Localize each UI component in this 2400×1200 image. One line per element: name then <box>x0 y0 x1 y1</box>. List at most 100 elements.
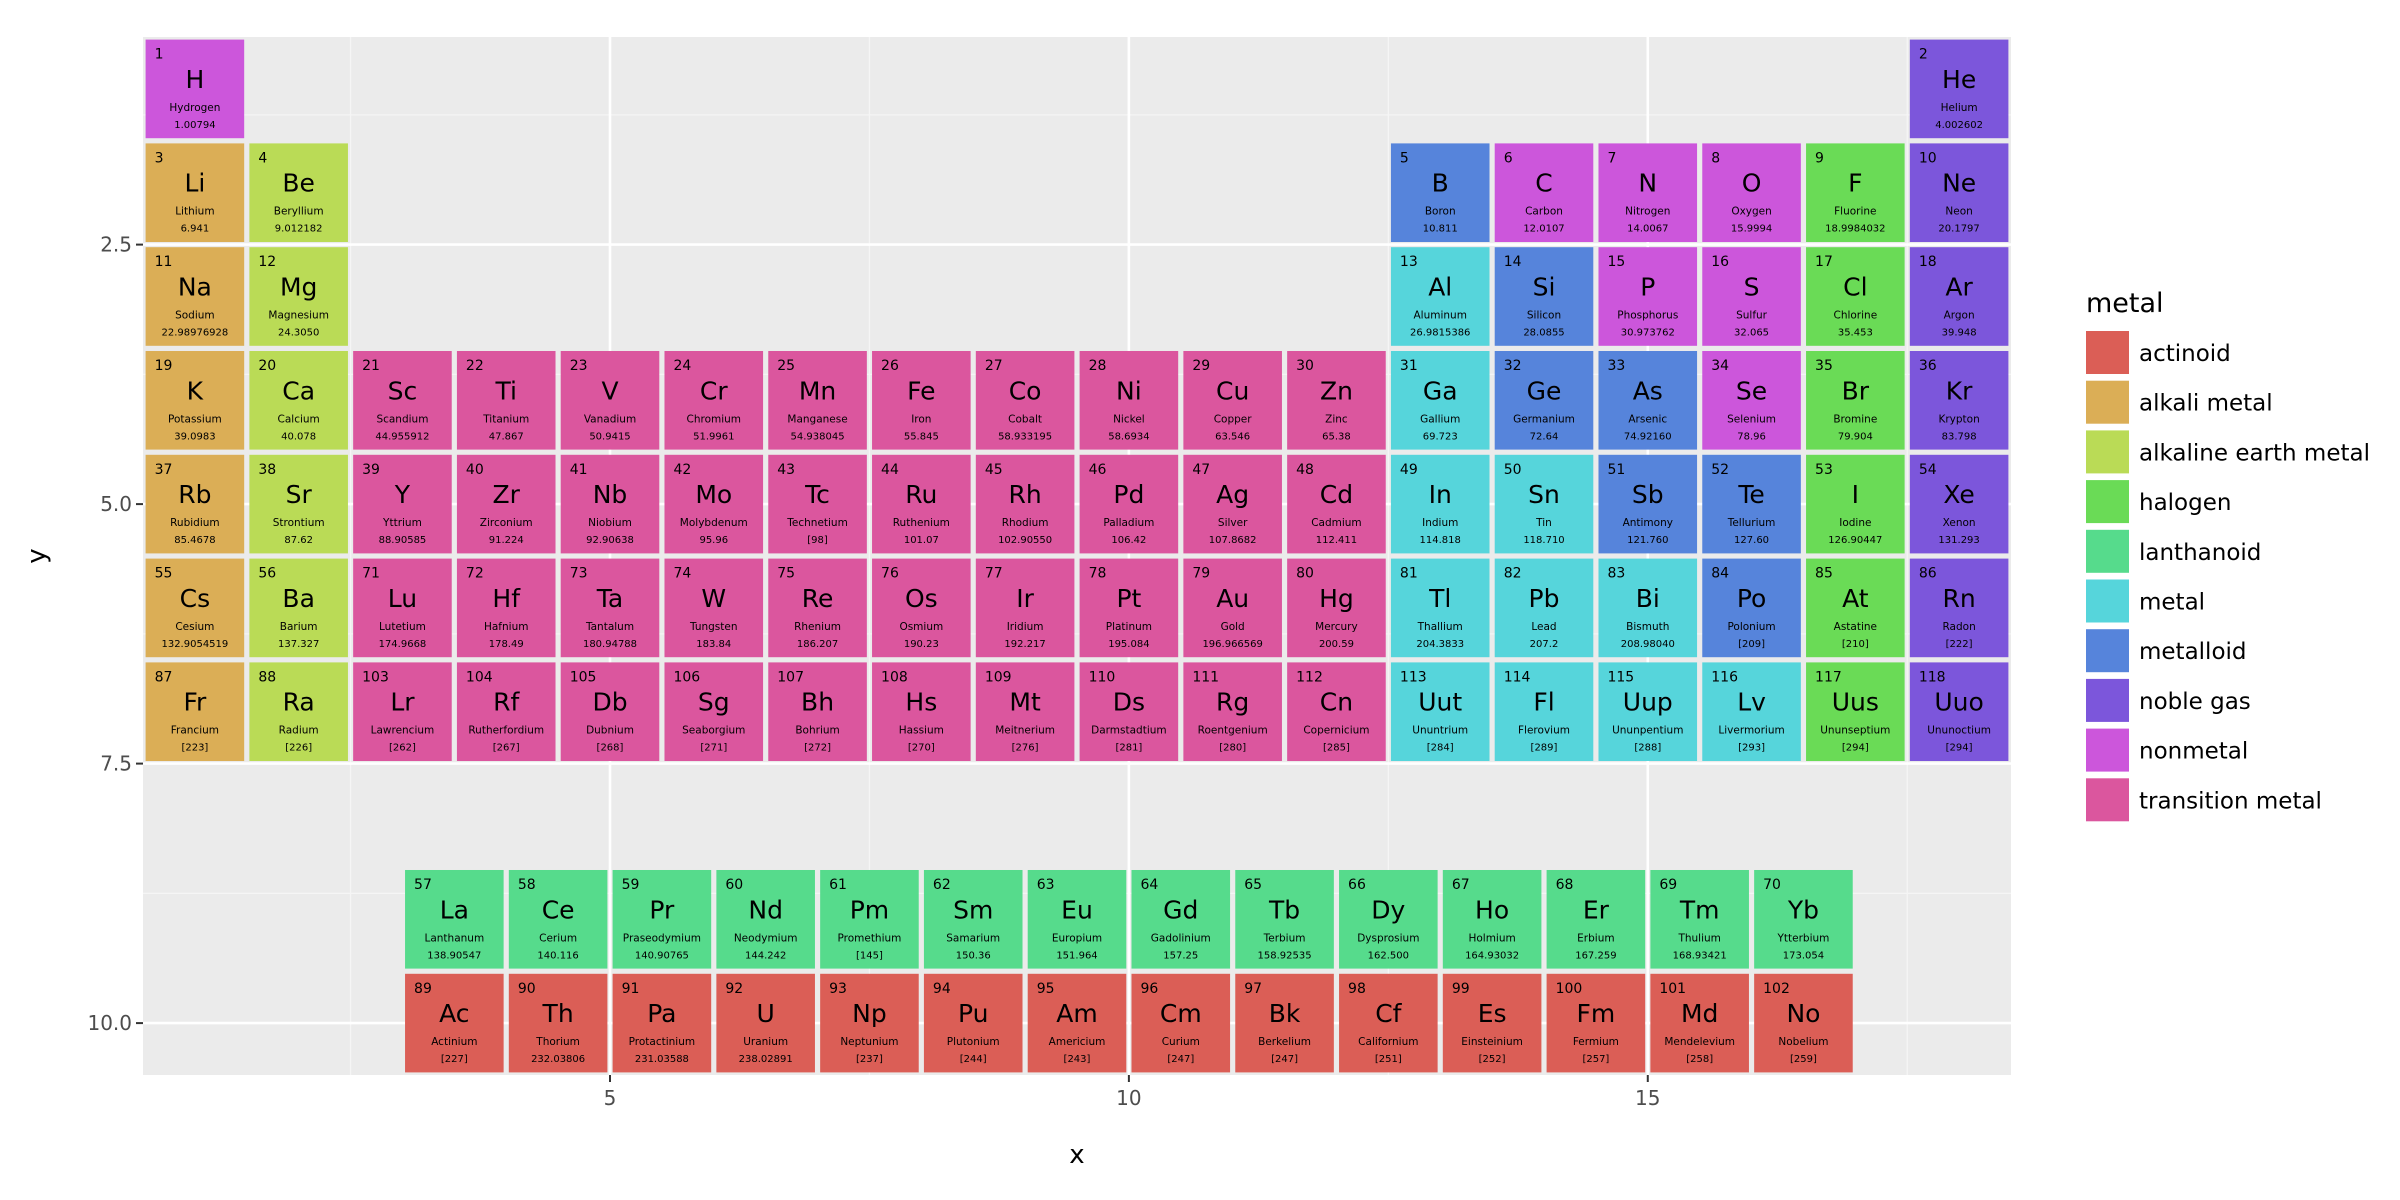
element-number: 56 <box>258 566 276 582</box>
element-tile-rect <box>1598 350 1698 450</box>
element-tile: 71 Lu Lutetium 174.9668 <box>353 558 452 658</box>
element-symbol: Bi <box>1636 584 1660 613</box>
element-name: Ununoctium <box>1927 725 1991 737</box>
element-symbol: Pd <box>1113 480 1144 509</box>
element-tile-rect <box>1598 143 1698 243</box>
element-mass: [293] <box>1738 743 1765 754</box>
element-name: Fluorine <box>1834 206 1876 218</box>
element-number: 34 <box>1711 358 1729 374</box>
element-symbol: Md <box>1681 999 1718 1028</box>
element-tile: 74 W Tungsten 183.84 <box>664 558 764 658</box>
element-symbol: Os <box>905 584 938 613</box>
element-number: 33 <box>1607 358 1625 374</box>
element-name: Argon <box>1944 310 1975 322</box>
element-name: Ununpentium <box>1612 725 1683 737</box>
element-mass: 204.3833 <box>1416 639 1464 650</box>
element-symbol: Rb <box>178 480 211 509</box>
element-tile: 75 Re Rhenium 186.207 <box>768 558 867 658</box>
element-number: 82 <box>1504 566 1522 582</box>
element-mass: [98] <box>807 535 828 546</box>
element-mass: 127.60 <box>1734 535 1769 546</box>
element-number: 51 <box>1607 462 1625 478</box>
element-tile: 107 Bh Bohrium [272] <box>768 662 867 762</box>
element-tile: 102 No Nobelium [259] <box>1754 973 1853 1073</box>
element-tile-rect <box>768 350 867 450</box>
element-mass: 131.293 <box>1938 535 1979 546</box>
element-symbol: Re <box>802 584 834 613</box>
element-symbol: Yb <box>1787 895 1819 924</box>
element-number: 90 <box>518 981 536 997</box>
element-tile-rect <box>1131 973 1231 1073</box>
element-tile: 18 Ar Argon 39.948 <box>1909 247 2009 346</box>
element-tile: 26 Fe Iron 55.845 <box>872 350 971 450</box>
element-tile-rect <box>249 454 348 554</box>
element-symbol: C <box>1535 169 1552 198</box>
element-number: 31 <box>1400 358 1418 374</box>
legend-label: nonmetal <box>2139 739 2248 765</box>
element-tile-rect <box>249 350 348 450</box>
element-tile: 48 Cd Cadmium 112.411 <box>1287 454 1386 554</box>
element-name: Manganese <box>787 413 847 425</box>
element-number: 37 <box>155 462 173 478</box>
element-tile: 117 Uus Ununseptium [294] <box>1806 662 1905 762</box>
element-mass: 32.065 <box>1734 328 1769 339</box>
element-tile-rect <box>1494 558 1594 658</box>
element-name: Plutonium <box>947 1036 1000 1048</box>
element-symbol: Bh <box>801 688 834 717</box>
element-symbol: Uup <box>1623 688 1673 717</box>
element-tile-rect <box>1079 662 1179 762</box>
element-symbol: Br <box>1842 376 1870 405</box>
element-tile: 88 Ra Radium [226] <box>249 662 348 762</box>
element-tile: 53 I Iodine 126.90447 <box>1806 454 1905 554</box>
element-mass: [258] <box>1686 1054 1713 1065</box>
element-tile: 11 Na Sodium 22.98976928 <box>145 247 245 346</box>
element-tile: 110 Ds Darmstadtium [281] <box>1079 662 1179 762</box>
element-name: Gold <box>1221 621 1245 633</box>
element-mass: 162.500 <box>1368 950 1409 961</box>
element-tile-rect <box>872 662 971 762</box>
legend-label: metalloid <box>2139 639 2247 665</box>
element-tile: 84 Po Polonium [209] <box>1702 558 1801 658</box>
element-number: 18 <box>1919 254 1937 270</box>
element-symbol: Se <box>1736 376 1767 405</box>
element-symbol: Sc <box>388 376 418 405</box>
element-tile-rect <box>1598 558 1698 658</box>
element-number: 48 <box>1296 462 1314 478</box>
element-mass: 14.0067 <box>1627 224 1668 235</box>
element-tile-rect <box>872 558 971 658</box>
element-tile: 31 Ga Gallium 69.723 <box>1390 350 1490 450</box>
legend-key <box>2086 480 2129 524</box>
element-number: 58 <box>518 877 536 893</box>
element-name: Darmstadtium <box>1091 725 1166 737</box>
element-tile: 14 Si Silicon 28.0855 <box>1494 247 1594 346</box>
element-number: 67 <box>1452 877 1470 893</box>
element-name: Molybdenum <box>680 517 748 529</box>
element-name: Palladium <box>1103 517 1154 529</box>
element-name: Silver <box>1218 517 1248 529</box>
element-symbol: Uut <box>1418 688 1462 717</box>
element-tile: 78 Pt Platinum 195.084 <box>1079 558 1179 658</box>
element-tile: 35 Br Bromine 79.904 <box>1806 350 1905 450</box>
element-tile: 38 Sr Strontium 87.62 <box>249 454 348 554</box>
element-tile-rect <box>1339 973 1438 1073</box>
element-symbol: Tb <box>1268 895 1300 924</box>
element-symbol: Cl <box>1843 273 1867 302</box>
element-mass: 195.084 <box>1108 639 1149 650</box>
element-name: Lawrencium <box>371 725 435 737</box>
element-number: 70 <box>1763 877 1781 893</box>
element-symbol: Er <box>1583 895 1610 924</box>
element-tile: 41 Nb Niobium 92.90638 <box>560 454 660 554</box>
legend-key <box>2086 579 2129 623</box>
element-symbol: U <box>757 999 775 1028</box>
element-tile: 39 Y Yttrium 88.90585 <box>353 454 452 554</box>
element-tile-rect <box>1390 558 1490 658</box>
element-mass: 1.00794 <box>174 120 215 131</box>
element-symbol: Ca <box>282 376 315 405</box>
element-name: Promethium <box>837 932 901 944</box>
element-mass: 87.62 <box>284 535 313 546</box>
element-tile: 87 Fr Francium [223] <box>145 662 245 762</box>
element-name: Barium <box>280 621 318 633</box>
element-symbol: Cn <box>1320 688 1353 717</box>
